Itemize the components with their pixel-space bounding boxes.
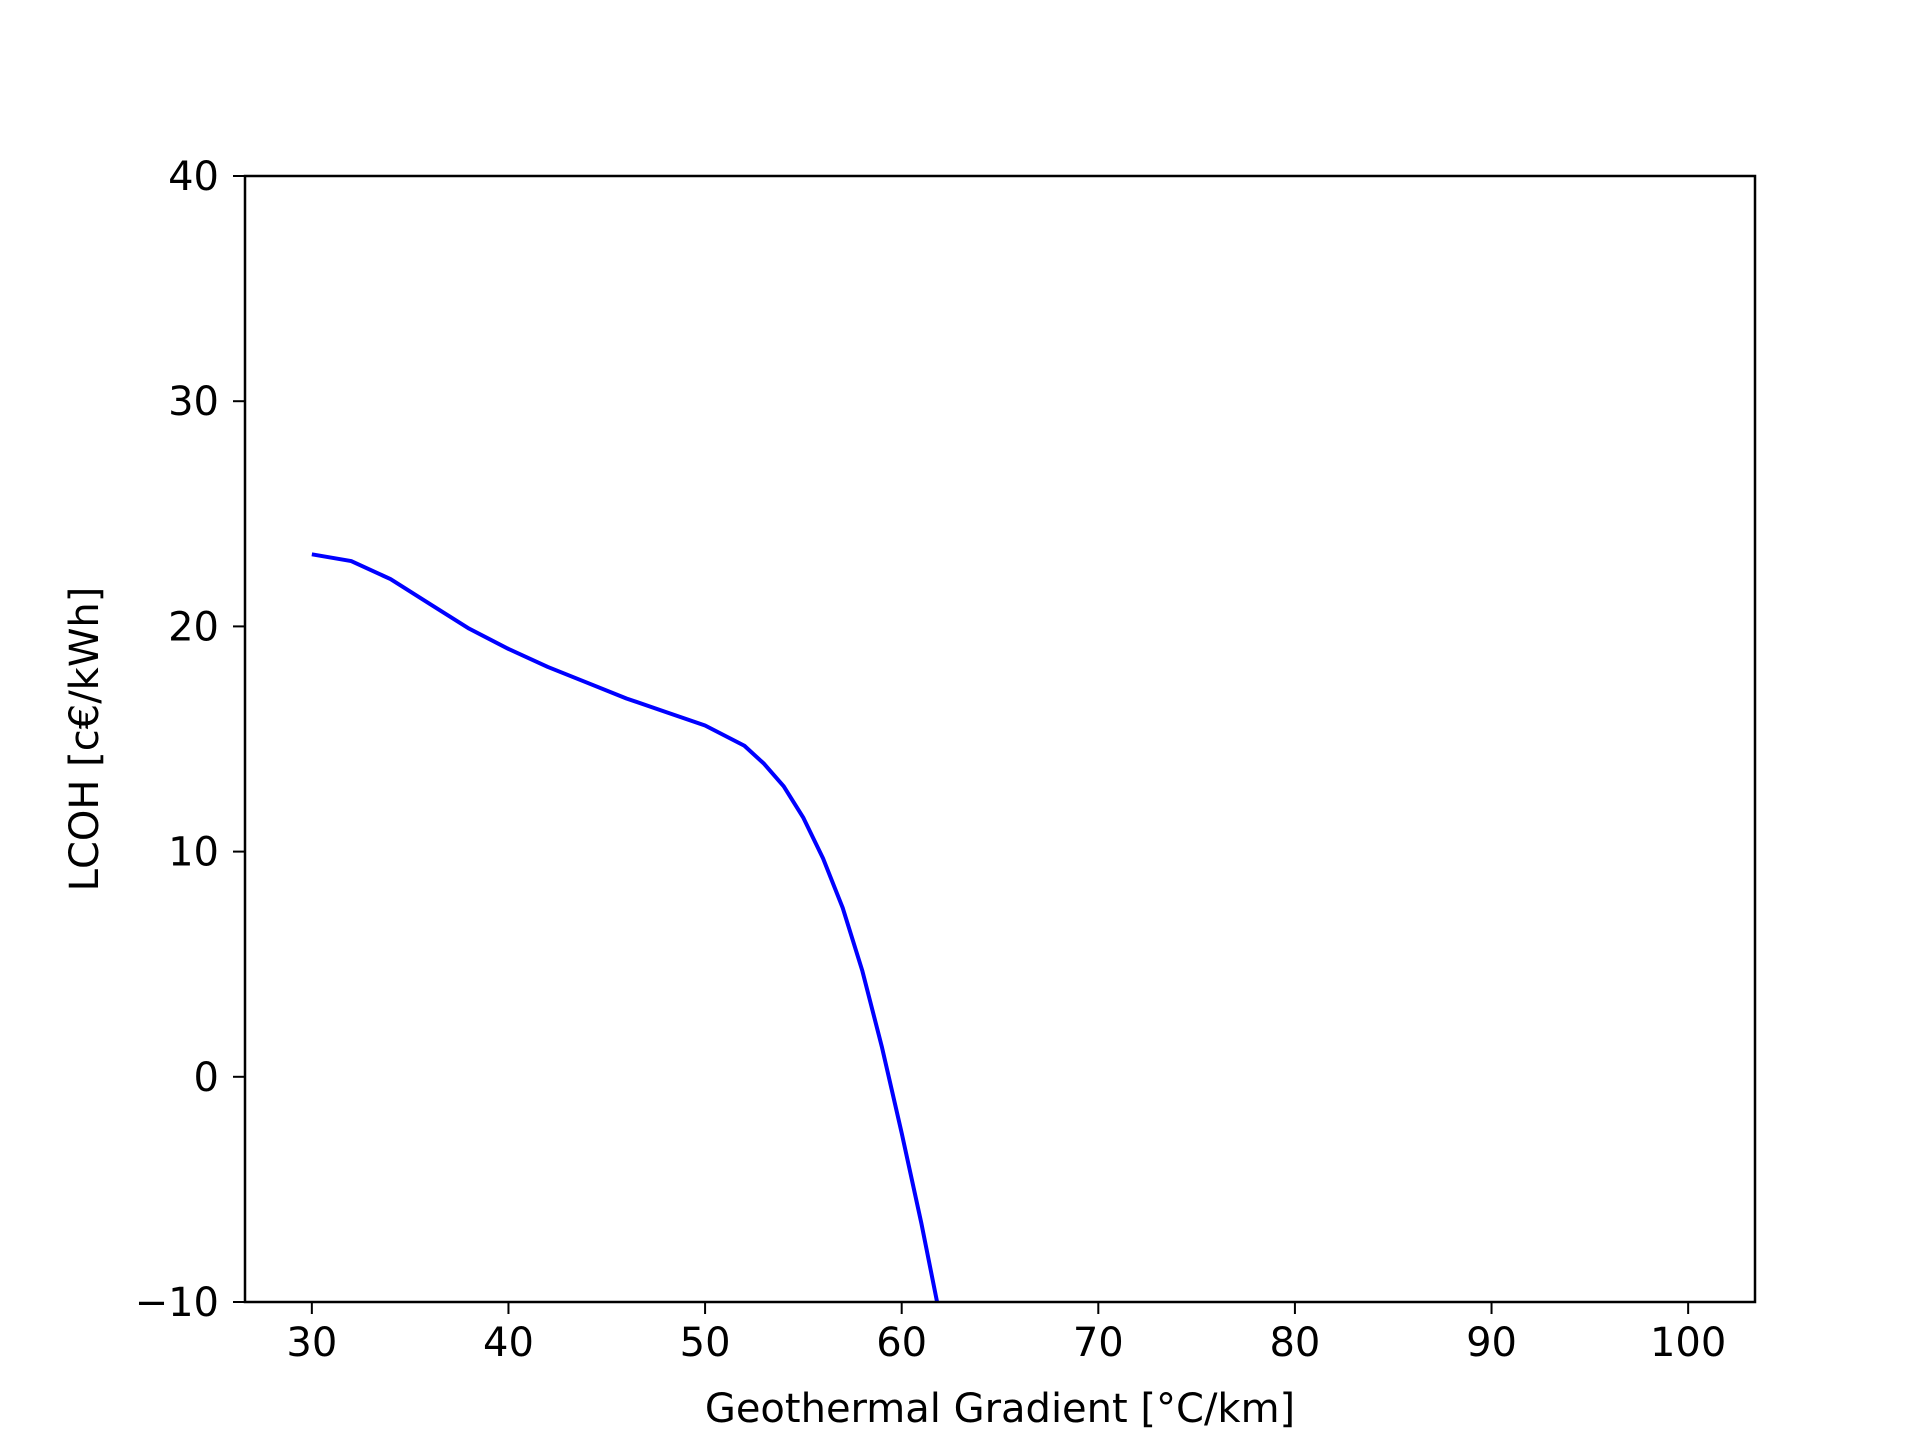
series-line-0: [311, 552, 940, 1303]
y-tick-label: 0: [194, 1055, 219, 1101]
y-tick-label: −10: [135, 1280, 219, 1326]
x-tick-label: 70: [1073, 1320, 1124, 1366]
x-tick-label: 50: [680, 1320, 731, 1366]
x-axis-label: Geothermal Gradient [°C/km]: [705, 1386, 1295, 1432]
y-tick-label: 40: [168, 154, 219, 200]
plot-area-frame: [243, 174, 1757, 1304]
y-axis-label: LCOH [c€/kWh]: [62, 587, 108, 892]
y-tick-label: 10: [168, 830, 219, 876]
x-tick-label: 100: [1650, 1320, 1726, 1366]
x-tick-label: 80: [1269, 1320, 1320, 1366]
x-tick-label: 40: [483, 1320, 534, 1366]
y-axis: −10 0 10 20 30 40: [135, 154, 245, 1326]
y-tick-label: 20: [168, 604, 219, 650]
x-tick-label: 90: [1466, 1320, 1517, 1366]
x-axis: 30 40 50 60 70 80 90 100: [286, 1302, 1726, 1366]
x-tick-label: 60: [876, 1320, 927, 1366]
series-layer: [311, 552, 940, 1303]
y-tick-label: 30: [168, 379, 219, 425]
x-tick-label: 30: [286, 1320, 337, 1366]
